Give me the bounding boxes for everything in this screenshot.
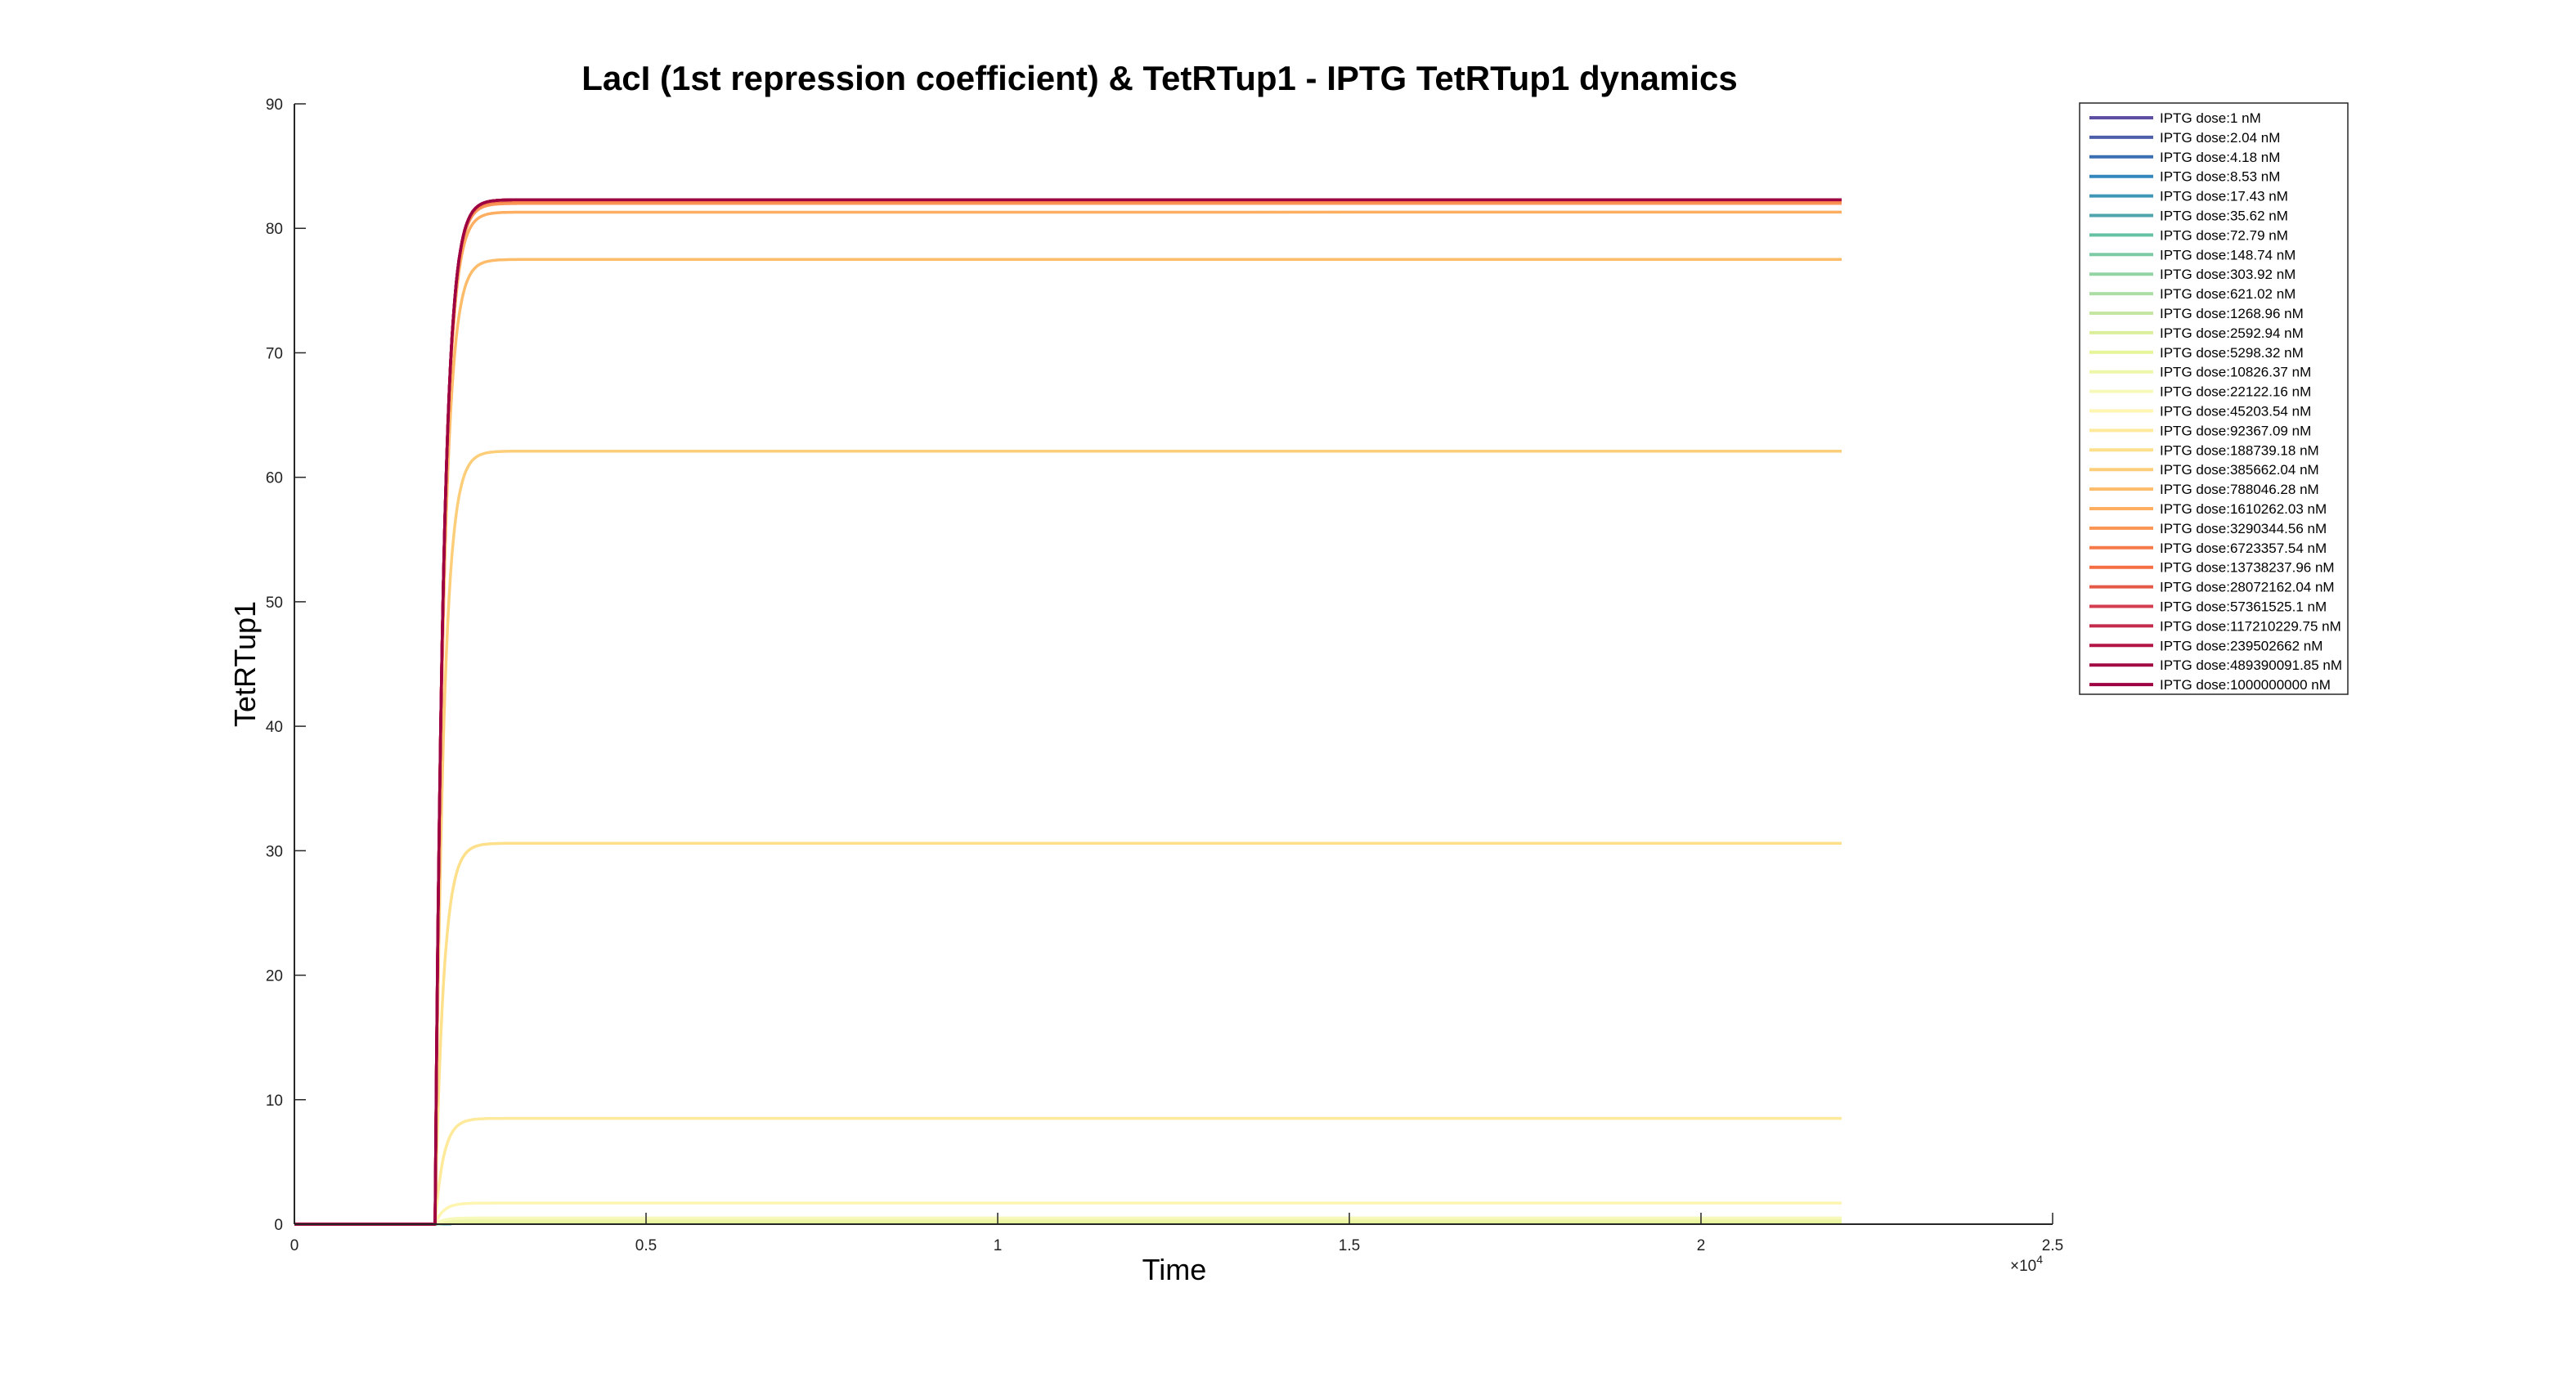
y-tick-label: 40 xyxy=(266,719,283,736)
legend-entry: IPTG dose:22122.16 nM xyxy=(2089,384,2311,400)
series-line xyxy=(294,841,1842,1226)
legend-entry: IPTG dose:621.02 nM xyxy=(2089,286,2296,302)
legend-label: IPTG dose:72.79 nM xyxy=(2160,227,2288,243)
series-line xyxy=(294,1116,1842,1226)
y-tick-label: 10 xyxy=(266,1093,283,1110)
legend-label: IPTG dose:92367.09 nM xyxy=(2160,423,2311,438)
legend-label: IPTG dose:188739.18 nM xyxy=(2160,442,2319,458)
y-ticks: 0 10 20 30 40 50 60 70 80 90 xyxy=(266,96,306,1234)
legend-entry: IPTG dose:5298.32 nM xyxy=(2089,345,2304,361)
x-tick-label: 1 xyxy=(994,1237,1003,1254)
legend-label: IPTG dose:45203.54 nM xyxy=(2160,404,2311,420)
x-exponent-power: 4 xyxy=(2036,1253,2043,1266)
legend-entries: IPTG dose:1 nM IPTG dose:2.04 nM IPTG dose… xyxy=(2089,110,2342,693)
legend-label: IPTG dose:10826.37 nM xyxy=(2160,365,2311,380)
legend-label: IPTG dose:489390091.85 nM xyxy=(2160,657,2342,673)
legend-entry: IPTG dose:17.43 nM xyxy=(2089,189,2288,204)
x-exponent: ×104 xyxy=(2010,1253,2043,1275)
legend-entry: IPTG dose:303.92 nM xyxy=(2089,267,2296,282)
legend-entry: IPTG dose:385662.04 nM xyxy=(2089,462,2319,478)
x-axis-label: Time xyxy=(1142,1253,1207,1286)
legend-entry: IPTG dose:92367.09 nM xyxy=(2089,423,2311,438)
legend-entry: IPTG dose:35.62 nM xyxy=(2089,209,2288,224)
legend-label: IPTG dose:22122.16 nM xyxy=(2160,384,2311,400)
legend-label: IPTG dose:2592.94 nM xyxy=(2160,325,2304,341)
x-tick-label: 0.5 xyxy=(635,1237,657,1254)
y-tick-label: 0 xyxy=(274,1217,283,1234)
chart-title: LacI (1st repression coefficient) & TetR… xyxy=(581,59,1737,97)
x-tick-label: 0 xyxy=(290,1237,299,1254)
series-line xyxy=(294,198,1842,1226)
legend-label: IPTG dose:2.04 nM xyxy=(2160,130,2280,146)
legend-label: IPTG dose:17.43 nM xyxy=(2160,189,2288,204)
legend-label: IPTG dose:57361525.1 nM xyxy=(2160,599,2327,615)
x-tick-label: 2 xyxy=(1697,1237,1706,1254)
legend-entry: IPTG dose:3290344.56 nM xyxy=(2089,521,2327,536)
legend-label: IPTG dose:8.53 nM xyxy=(2160,169,2280,185)
legend-label: IPTG dose:28072162.04 nM xyxy=(2160,580,2335,595)
series-line xyxy=(294,1218,1842,1226)
legend-entry: IPTG dose:10826.37 nM xyxy=(2089,365,2311,380)
legend-label: IPTG dose:148.74 nM xyxy=(2160,247,2296,262)
legend-entry: IPTG dose:148.74 nM xyxy=(2089,247,2296,262)
x-exponent-base: ×10 xyxy=(2010,1258,2036,1275)
legend-box xyxy=(2079,102,2349,695)
legend-label: IPTG dose:13738237.96 nM xyxy=(2160,560,2335,576)
x-tick-label: 2.5 xyxy=(2042,1237,2063,1254)
y-tick-label: 20 xyxy=(266,968,283,985)
plot-area: 0 0.5 1 1.5 2 2.5 0 10 20 30 40 50 60 70 80 90 ×104 xyxy=(266,96,2063,1275)
legend-entry: IPTG dose:8.53 nM xyxy=(2089,169,2280,185)
legend-entry: IPTG dose:1 nM xyxy=(2089,110,2261,126)
y-tick-label: 90 xyxy=(266,96,283,114)
legend-label: IPTG dose:239502662 nM xyxy=(2160,638,2322,653)
legend-label: IPTG dose:303.92 nM xyxy=(2160,267,2296,282)
y-tick-label: 50 xyxy=(266,595,283,612)
legend-entry: IPTG dose:239502662 nM xyxy=(2089,638,2322,653)
legend-entry: IPTG dose:6723357.54 nM xyxy=(2089,541,2327,556)
legend-entry: IPTG dose:788046.28 nM xyxy=(2089,482,2319,497)
legend-entry: IPTG dose:72.79 nM xyxy=(2089,227,2288,243)
legend-label: IPTG dose:117210229.75 nM xyxy=(2160,618,2341,634)
y-tick-label: 30 xyxy=(266,843,283,860)
y-axis-label: TetRTup1 xyxy=(228,601,262,727)
legend-entry: IPTG dose:489390091.85 nM xyxy=(2089,657,2342,673)
series-line xyxy=(294,1201,1842,1226)
legend-entry: IPTG dose:4.18 nM xyxy=(2089,150,2280,165)
legend-entry: IPTG dose:117210229.75 nM xyxy=(2089,618,2341,634)
legend-label: IPTG dose:6723357.54 nM xyxy=(2160,541,2327,556)
x-ticks: 0 0.5 1 1.5 2 2.5 xyxy=(290,1213,2063,1254)
y-tick-label: 60 xyxy=(266,470,283,487)
legend-entry: IPTG dose:28072162.04 nM xyxy=(2089,580,2335,595)
legend: IPTG dose:1 nM IPTG dose:2.04 nM IPTG dose… xyxy=(2079,102,2349,695)
legend-label: IPTG dose:788046.28 nM xyxy=(2160,482,2319,497)
legend-entry: IPTG dose:1000000000 nM xyxy=(2089,677,2331,693)
legend-label: IPTG dose:1268.96 nM xyxy=(2160,306,2304,321)
legend-entry: IPTG dose:188739.18 nM xyxy=(2089,442,2319,458)
series-line xyxy=(294,1216,1842,1226)
legend-entry: IPTG dose:13738237.96 nM xyxy=(2089,560,2335,576)
legend-entry: IPTG dose:2592.94 nM xyxy=(2089,325,2304,341)
legend-label: IPTG dose:385662.04 nM xyxy=(2160,462,2319,478)
legend-label: IPTG dose:4.18 nM xyxy=(2160,150,2280,165)
legend-entry: IPTG dose:45203.54 nM xyxy=(2089,404,2311,420)
legend-entry: IPTG dose:2.04 nM xyxy=(2089,130,2280,146)
legend-label: IPTG dose:3290344.56 nM xyxy=(2160,521,2327,536)
legend-label: IPTG dose:5298.32 nM xyxy=(2160,345,2304,361)
legend-entry: IPTG dose:1268.96 nM xyxy=(2089,306,2304,321)
legend-entry: IPTG dose:57361525.1 nM xyxy=(2089,599,2327,615)
legend-label: IPTG dose:35.62 nM xyxy=(2160,209,2288,224)
legend-entry: IPTG dose:1610262.03 nM xyxy=(2089,501,2327,517)
legend-label: IPTG dose:1000000000 nM xyxy=(2160,677,2331,693)
x-tick-label: 1.5 xyxy=(1339,1237,1360,1254)
y-tick-label: 80 xyxy=(266,221,283,238)
series-line xyxy=(294,449,1842,1226)
legend-label: IPTG dose:1610262.03 nM xyxy=(2160,501,2327,517)
y-tick-label: 70 xyxy=(266,345,283,362)
legend-label: IPTG dose:621.02 nM xyxy=(2160,286,2296,302)
legend-label: IPTG dose:1 nM xyxy=(2160,110,2261,126)
